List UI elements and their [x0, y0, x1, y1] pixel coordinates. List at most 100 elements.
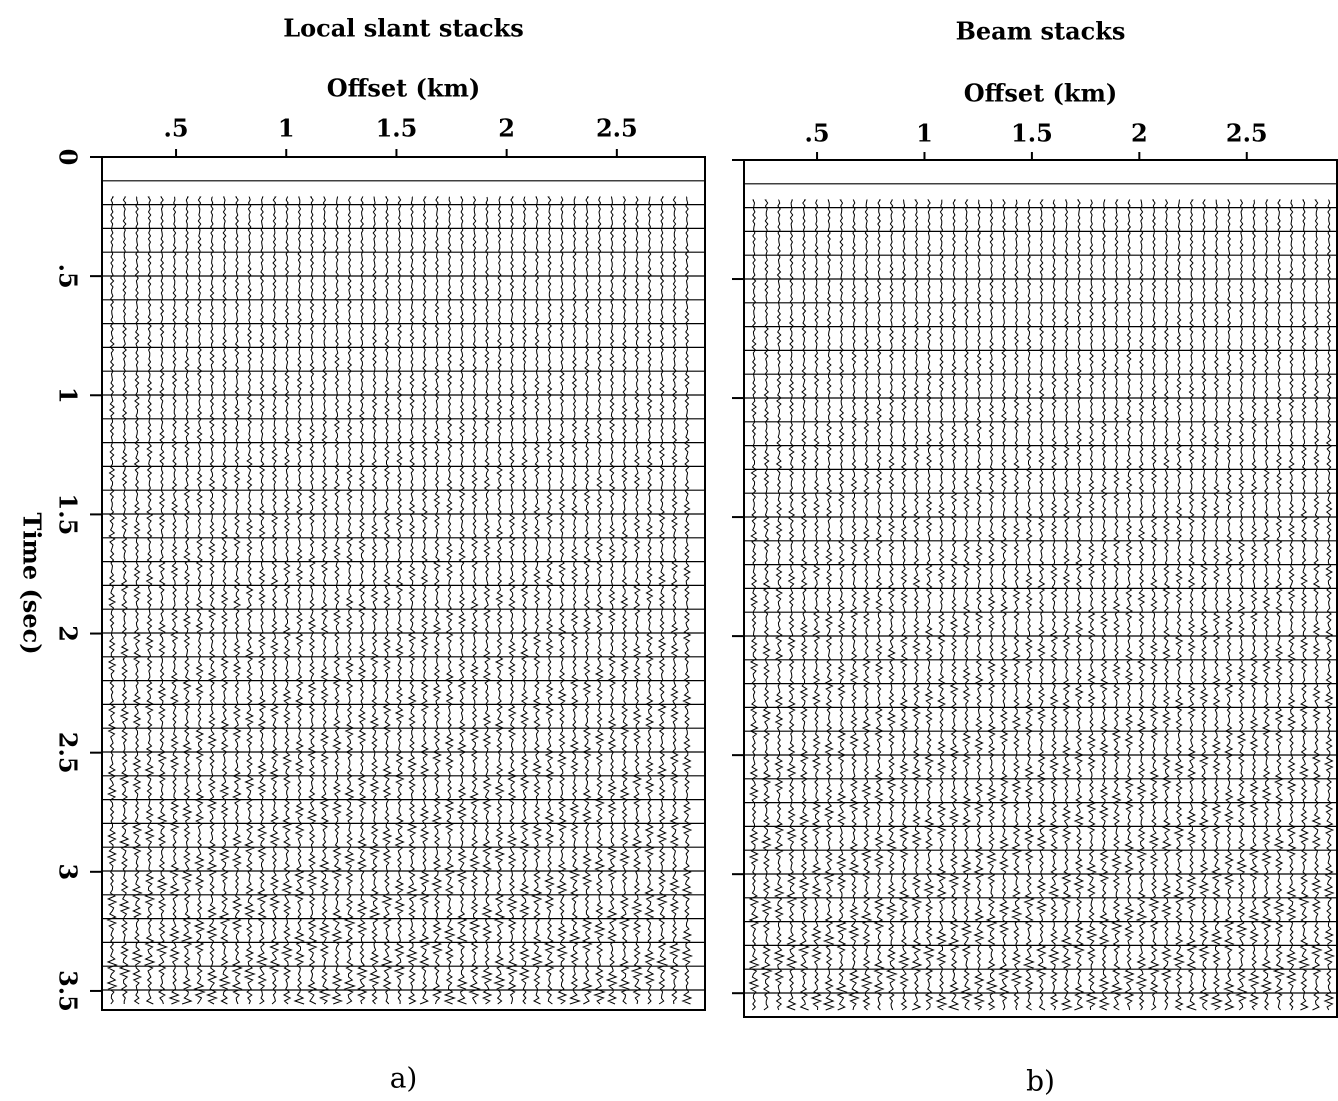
- trace: [393, 196, 406, 1005]
- trace: [922, 199, 935, 1011]
- x-tick-label: 2.5: [596, 114, 638, 143]
- trace: [1135, 199, 1148, 1011]
- trace: [493, 196, 506, 1005]
- trace: [618, 196, 631, 1005]
- trace: [568, 196, 582, 1005]
- trace: [231, 196, 243, 1005]
- trace: [505, 196, 518, 1005]
- trace: [643, 196, 656, 1005]
- trace: [456, 196, 468, 1005]
- caption: b): [1026, 1065, 1055, 1098]
- trace: [785, 199, 798, 1011]
- x-tick-label: 1: [916, 119, 933, 148]
- trace: [1098, 199, 1111, 1011]
- trace: [897, 199, 911, 1011]
- trace: [405, 196, 418, 1005]
- trace: [681, 196, 694, 1005]
- trace: [280, 196, 293, 1005]
- trace: [1247, 199, 1260, 1011]
- trace: [293, 196, 305, 1005]
- trace: [255, 196, 269, 1005]
- y-tick-label: 0: [54, 149, 83, 166]
- trace: [1272, 199, 1286, 1011]
- trace: [655, 196, 669, 1005]
- trace: [593, 196, 606, 1005]
- trace: [118, 196, 131, 1004]
- y-tick-label: 3: [54, 863, 83, 880]
- trace: [356, 196, 368, 1005]
- trace: [556, 196, 569, 1005]
- y-tick-label: 1: [54, 387, 83, 404]
- traces: [102, 156, 705, 1005]
- trace: [1047, 199, 1060, 1011]
- trace: [630, 196, 644, 1005]
- trace: [581, 196, 593, 1005]
- trace: [935, 199, 948, 1011]
- trace: [218, 196, 232, 1005]
- chart-title: Beam stacks: [956, 17, 1126, 46]
- trace: [1198, 199, 1211, 1011]
- trace: [368, 196, 381, 1005]
- trace: [835, 199, 848, 1011]
- x-tick-label: .5: [805, 119, 830, 148]
- trace: [443, 196, 457, 1005]
- x-tick-label: 2: [498, 114, 515, 143]
- trace: [193, 196, 206, 1005]
- trace: [331, 196, 344, 1005]
- trace: [1035, 199, 1048, 1011]
- trace: [773, 199, 786, 1011]
- x-axis-label: Offset (km): [964, 79, 1118, 108]
- trace: [243, 196, 256, 1005]
- trace: [180, 196, 193, 1005]
- trace: [1060, 199, 1073, 1011]
- trace: [860, 199, 873, 1011]
- trace: [748, 199, 760, 1011]
- trace: [669, 196, 681, 1005]
- trace: [1235, 199, 1248, 1011]
- trace: [1010, 199, 1023, 1011]
- trace: [973, 199, 986, 1011]
- caption: a): [390, 1062, 418, 1095]
- trace: [155, 196, 169, 1005]
- trace: [1285, 199, 1298, 1011]
- trace: [760, 199, 773, 1011]
- trace: [822, 199, 836, 1011]
- trace: [1185, 199, 1198, 1011]
- trace: [305, 196, 318, 1005]
- trace: [106, 196, 118, 1005]
- trace: [1323, 199, 1336, 1011]
- trace: [1223, 199, 1235, 1011]
- trace: [998, 199, 1010, 1011]
- chart-title: Local slant stacks: [283, 14, 524, 43]
- trace: [468, 196, 481, 1005]
- trace: [380, 196, 393, 1005]
- trace: [518, 196, 530, 1005]
- y-tick-label: .5: [54, 264, 83, 289]
- trace: [985, 199, 998, 1011]
- trace: [885, 199, 898, 1011]
- trace: [131, 196, 144, 1005]
- plot-frame: [101, 156, 706, 1011]
- trace: [810, 199, 823, 1011]
- trace: [1172, 199, 1186, 1011]
- trace: [605, 196, 618, 1005]
- trace: [1298, 199, 1311, 1011]
- trace: [1160, 199, 1172, 1011]
- trace: [1311, 199, 1323, 1011]
- trace: [205, 196, 218, 1005]
- trace: [480, 196, 493, 1005]
- x-axis-label: Offset (km): [327, 74, 481, 103]
- trace: [947, 199, 960, 1011]
- trace: [418, 196, 431, 1005]
- trace: [543, 196, 556, 1005]
- y-tick-label: 2.5: [54, 732, 83, 774]
- trace: [143, 196, 156, 1005]
- trace: [430, 196, 443, 1005]
- trace: [797, 199, 811, 1011]
- y-tick-label: 1.5: [54, 494, 83, 536]
- traces: [744, 159, 1337, 1018]
- trace: [1022, 199, 1035, 1011]
- y-axis-label: Time (sec): [18, 512, 47, 654]
- x-tick-label: 1.5: [376, 114, 418, 143]
